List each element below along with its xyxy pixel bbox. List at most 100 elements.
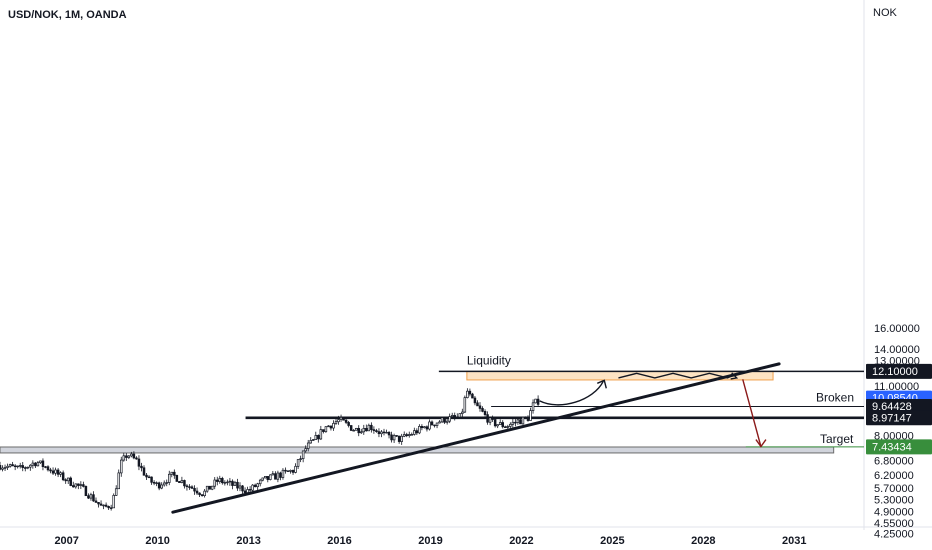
time-tick-label[interactable]: 2031 [782,535,806,547]
candle-body [531,402,535,411]
resistance-price-badge-bg [866,410,932,426]
candle-body [266,476,270,480]
candle-body [456,416,459,419]
candle-body [109,507,113,509]
candle-body [16,465,19,468]
resistance-price-badge-text: 8.97147 [872,412,912,424]
candle-body [132,453,136,459]
candle-body [64,479,67,482]
candle-body [226,481,229,484]
candle-body [390,434,393,441]
price-axis[interactable]: 16.0000014.0000013.0000011.000008.000006… [874,323,920,541]
candle-body [291,470,295,473]
candle-body [210,485,214,490]
candle-body [218,477,222,482]
candle-body [251,484,254,491]
time-axis[interactable]: 2007 2010 2013 2016 2019 2022 2025 2028 2031 [54,535,806,547]
price-tick-label[interactable]: 14.00000 [874,344,920,356]
candle-body [162,482,166,486]
candle-body [112,495,115,509]
time-tick-label[interactable]: 2007 [54,535,78,547]
price-axis-unit: NOK [873,7,898,19]
candle-body [478,405,482,409]
candle-body [79,484,83,486]
candle-body [51,470,55,474]
candle-body [137,458,141,467]
drop-arrowhead [755,439,767,448]
candle-body [372,429,376,431]
candle-body [448,416,451,422]
candle-body [294,465,297,473]
candle-body [46,466,50,471]
candle-body [312,439,315,441]
candle-body [317,435,320,440]
candle-body [3,467,7,469]
candle-body [26,466,30,469]
candle-body [59,472,62,475]
candle-body [49,469,52,472]
candle-body [130,453,133,457]
candle-body [501,422,504,428]
price-tick-label[interactable]: 5.70000 [874,483,914,495]
price-tick-label[interactable]: 5.30000 [874,494,914,506]
candle-body [236,481,239,489]
candle-body [142,467,146,476]
candle-body [382,431,386,434]
candle-body [120,459,123,474]
price-tick-label[interactable]: 6.80000 [874,456,914,468]
time-tick-label[interactable]: 2010 [145,535,169,547]
candle-body [241,485,244,492]
candle-body [504,426,507,428]
candle-body [231,480,234,486]
time-tick-label[interactable]: 2019 [418,535,442,547]
candle-body [360,431,363,434]
candle-body [165,482,168,484]
candle-body [286,470,290,472]
candle-body [155,482,158,484]
candle-body [402,434,406,437]
candle-body [362,428,366,433]
zigzag-consolidation [618,372,737,379]
candle-body [299,458,302,460]
candle-body [147,476,151,479]
broken-price-badge-text: 9.64428 [872,401,912,413]
time-tick-label[interactable]: 2013 [236,535,260,547]
candle-body [337,419,340,423]
candle-body [443,417,446,423]
price-tick-label[interactable]: 6.20000 [874,470,914,482]
price-tick-label[interactable]: 16.00000 [874,323,920,335]
candle-body [94,500,98,503]
candle-body [344,419,348,423]
time-tick-label[interactable]: 2028 [691,535,715,547]
time-tick-label[interactable]: 2016 [327,535,351,547]
candle-body [6,465,9,468]
candle-body [514,421,517,424]
candle-body [36,462,40,467]
candle-body [84,486,88,497]
price-tick-label[interactable]: 4.25000 [874,529,914,541]
candle-body [385,431,388,434]
candle-body [104,504,108,507]
candle-body [69,477,72,486]
candle-body [253,484,257,488]
candle-body [413,430,416,435]
price-tick-label[interactable]: 4.90000 [874,507,914,519]
candle-body [377,431,381,435]
projection-curve-arrow [539,380,604,406]
price-tick-label[interactable]: 11.00000 [874,381,919,393]
time-tick-label[interactable]: 2025 [600,535,624,547]
candle-body [238,485,242,489]
price-tick-label[interactable]: 4.55000 [874,518,914,530]
candle-body [458,413,462,418]
candle-body [461,411,464,414]
candle-body [271,473,275,476]
candle-body [135,457,138,460]
candle-body [524,416,527,419]
candle-body [334,421,338,424]
candle-body [0,465,2,470]
candle-body [526,417,530,421]
candle-body [466,390,469,399]
time-tick-label[interactable]: 2022 [509,535,533,547]
